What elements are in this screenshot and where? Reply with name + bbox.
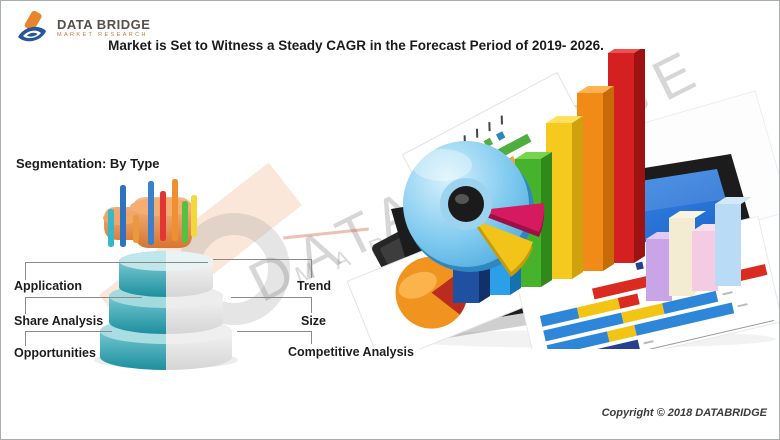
connector-trend [213,259,312,278]
connector-size [231,297,312,313]
label-size: Size [301,314,327,328]
donut-slice-yellow [475,220,533,277]
label-share-analysis: Share Analysis [14,314,104,328]
connector-share-analysis [25,297,142,314]
logo-brand-text: DATA BRIDGE [57,16,151,32]
stacked-bar-rows [539,264,768,349]
label-application: Application [14,279,83,293]
pastel-bars [646,197,752,301]
connector-opportunities [25,331,112,346]
label-competitive-analysis: Competitive Analysis [288,345,414,359]
page-title: Market is Set to Witness a Steady CAGR i… [108,38,604,53]
donut-chart [403,141,545,277]
cake-sticks [108,179,197,247]
connector-application [25,262,208,280]
mini-dash-marks [463,115,503,145]
segmentation-heading: Segmentation: By Type [16,156,160,171]
label-opportunities: Opportunities [14,346,96,360]
axis-line [552,320,774,349]
logo: DATA BRIDGE MARKET RESEARCH [15,11,150,45]
donut-slice-magenta [481,203,545,237]
copyright-text: Copyright © 2018 DATABRIDGE [601,407,767,419]
data-bridge-logo-icon [18,11,46,42]
label-trend: Trend [297,279,332,293]
segmentation-cake-icon [94,179,238,370]
analytics-illustration [346,49,779,349]
connector-competitive-analysis [237,331,312,344]
logo-tagline-text: MARKET RESEARCH [57,31,148,38]
